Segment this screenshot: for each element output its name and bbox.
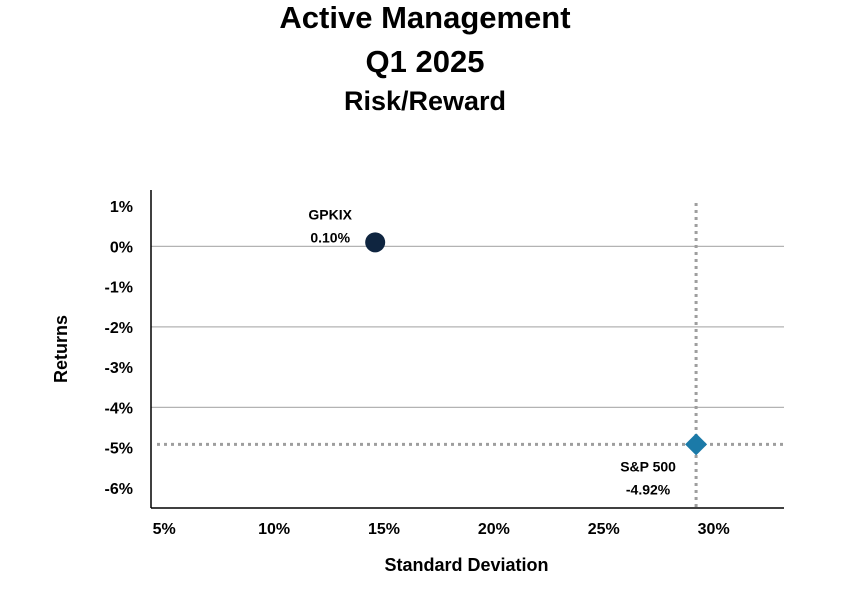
data-point-value-label: -4.92% xyxy=(626,481,671,497)
y-tick-label: -3% xyxy=(105,360,133,377)
y-tick-labels: 1% 0% -1% -2% -3% -4% -5% -6% xyxy=(105,199,133,498)
grid-layer xyxy=(151,245,784,408)
x-tick-label: 25% xyxy=(588,521,620,538)
x-tick-label: 5% xyxy=(153,521,176,538)
x-tick-label: 20% xyxy=(478,521,510,538)
y-tick-label: -2% xyxy=(105,320,133,337)
chart-title: Active Management xyxy=(279,0,571,35)
x-tick-labels: 5% 10% 15% 20% 25% 30% xyxy=(153,521,730,538)
reference-lines-layer xyxy=(157,203,784,508)
data-point-value-label: 0.10% xyxy=(310,229,350,245)
y-tick-label: -5% xyxy=(105,441,133,458)
y-tick-label: 1% xyxy=(110,199,133,216)
chart-subtitle: Q1 2025 xyxy=(365,44,485,79)
x-tick-label: 10% xyxy=(258,521,290,538)
y-tick-label: -4% xyxy=(105,400,133,417)
x-tick-label: 30% xyxy=(698,521,730,538)
y-tick-label: -6% xyxy=(105,481,133,498)
chart-subtitle-2: Risk/Reward xyxy=(343,86,507,116)
data-point-name: GPKIX xyxy=(308,206,352,222)
data-points-layer: GPKIX 0.10% S&P 500 -4.92% xyxy=(308,206,708,497)
y-axis-title: Returns xyxy=(51,315,71,383)
y-tick-label: -1% xyxy=(105,280,133,297)
data-point-marker xyxy=(365,232,386,253)
x-tick-label: 15% xyxy=(368,521,400,538)
y-tick-label: 0% xyxy=(110,239,133,256)
x-axis-title: Standard Deviation xyxy=(384,555,548,575)
data-point-marker xyxy=(685,433,708,456)
data-point-name: S&P 500 xyxy=(620,458,676,474)
